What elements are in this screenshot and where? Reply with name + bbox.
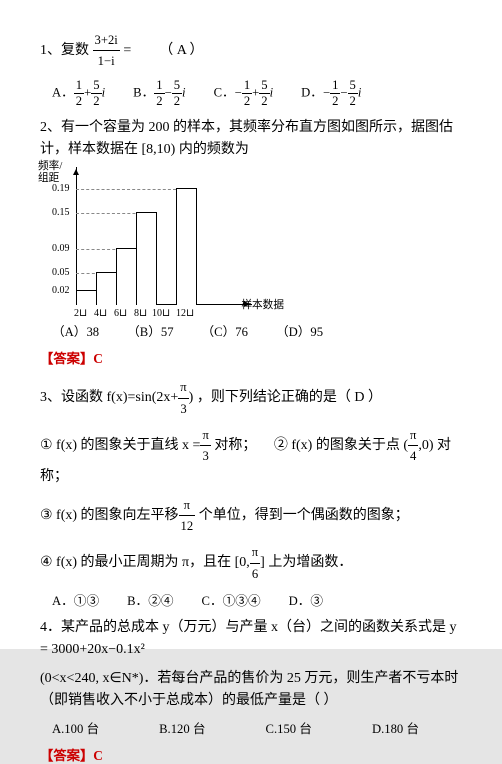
q4-line2: (0<x<240, x∈N*)．若每台产品的售价为 25 万元，则生产者不亏本时…	[40, 668, 462, 713]
q3-stem: 3、设函数 f(x)=sin(2x+π3) ，则下列结论正确的是（ D ）	[40, 377, 462, 419]
q4-options: A.100 台 B.120 台 C.150 台 D.180 台	[52, 718, 462, 737]
q3-s12: ① f(x) 的图象关于直线 x =π3 对称； ② f(x) 的图象关于点 (…	[40, 425, 462, 489]
q4-answer: 【答案】C	[40, 745, 462, 764]
q2-opt-b: （B）57	[127, 321, 173, 340]
q1-text-a: 1、复数	[40, 43, 89, 58]
q3-options: A．①③ B．②④ C．①③④ D．③	[52, 590, 462, 609]
q1-options: A．12+52i B．12−52i C．−12+52i D．−12−52i	[52, 78, 462, 109]
q2-opt-c: （C）76	[202, 321, 248, 340]
q4-opt-b: B.120 台	[159, 718, 205, 737]
q1-opt-a: A．12+52i	[52, 78, 105, 109]
q1-opt-d: D．−12−52i	[301, 78, 361, 109]
q2-opt-a: （A）38	[52, 321, 99, 340]
q3-opt-b: B．②④	[127, 590, 173, 609]
bar-4	[136, 212, 157, 305]
q2-histogram: 频率/组距 0.19 0.15 0.09 0.05 0.02 2⊔ 4⊔ 6⊔ …	[54, 167, 234, 317]
q2-options: （A）38 （B）57 （C）76 （D）95	[52, 321, 462, 340]
bar-3	[116, 248, 137, 305]
q3-s3: ③ f(x) 的图象向左平移π12 个单位，得到一个偶函数的图象；	[40, 495, 462, 537]
bar-5	[176, 188, 197, 305]
q4-opt-c: C.150 台	[266, 718, 312, 737]
q1-eq: =	[123, 43, 131, 58]
y-axis-label: 频率/组距	[38, 161, 62, 184]
q1-frac: 3+2i1−i	[93, 30, 120, 72]
q3-opt-d: D．③	[289, 590, 323, 609]
x-axis-label: 样本数据	[241, 297, 284, 312]
q3-s4: ④ f(x) 的最小正周期为 π，且在 [0,π6] 上为增函数．	[40, 542, 462, 584]
q1-opt-c: C．−12+52i	[214, 78, 274, 109]
y-axis	[76, 167, 77, 305]
q4-opt-a: A.100 台	[52, 718, 99, 737]
bar-1	[76, 290, 97, 305]
q2-opt-d: （D）95	[276, 321, 323, 340]
q3-opt-c: C．①③④	[202, 590, 261, 609]
q3-opt-a: A．①③	[52, 590, 99, 609]
q4-line1: 4．某产品的总成本 y（万元）与产量 x（台）之间的函数关系式是 y = 300…	[40, 617, 462, 662]
q1-paren: （ A ）	[159, 43, 203, 58]
q1-opt-b: B．12−52i	[133, 78, 185, 109]
q1-stem: 1、复数 3+2i1−i = （ A ）	[40, 30, 462, 72]
bar-2	[96, 272, 117, 305]
q4-opt-d: D.180 台	[372, 718, 419, 737]
q2-answer: 【答案】C	[40, 348, 462, 367]
q2-stem: 2、有一个容量为 200 的样本，其频率分布直方图如图所示，据图估计，样本数据在…	[40, 117, 462, 162]
